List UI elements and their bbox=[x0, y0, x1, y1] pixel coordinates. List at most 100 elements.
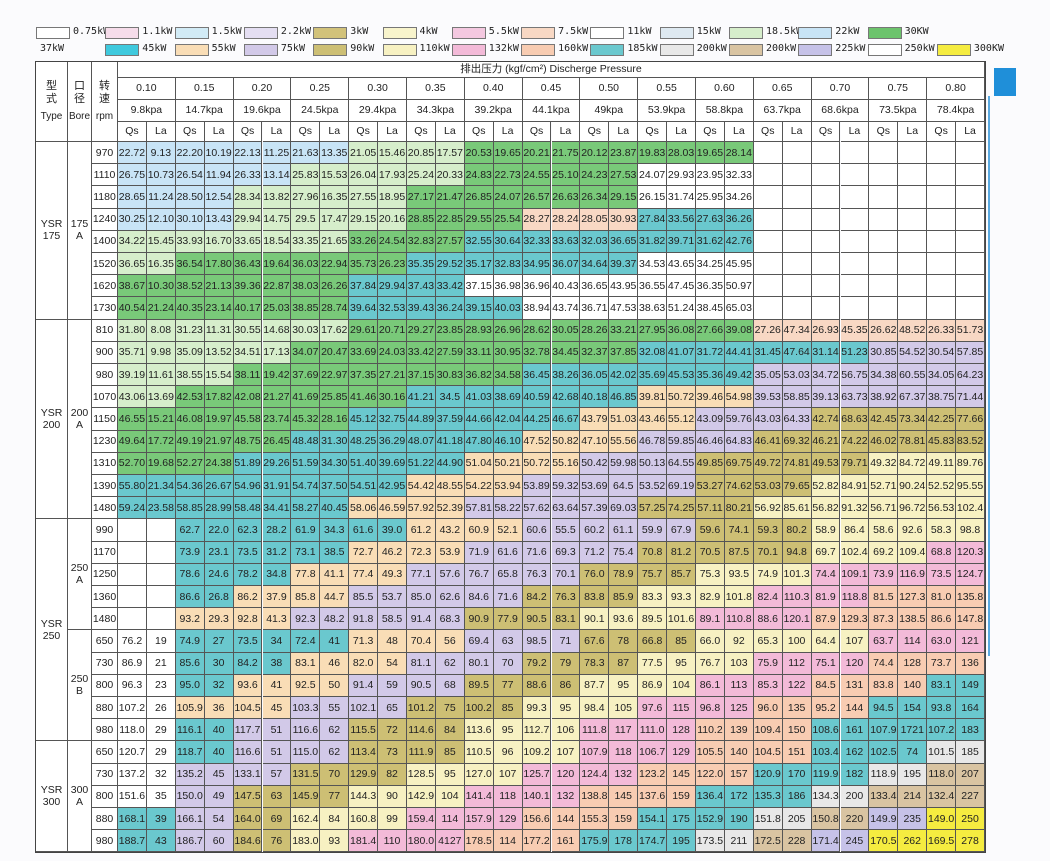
la-value: 43.95 bbox=[609, 275, 639, 298]
qs-value: 20.53 bbox=[464, 142, 494, 165]
qs-value: 83.1 bbox=[927, 674, 957, 697]
legend-swatch bbox=[105, 27, 140, 39]
la-value: 87.5 bbox=[724, 541, 754, 564]
la-value: 22.87 bbox=[262, 275, 292, 298]
la-value: 94.8 bbox=[782, 541, 812, 564]
qs-header: Qs bbox=[580, 122, 610, 142]
qs-value: 107.2 bbox=[118, 697, 147, 720]
la-value: 29 bbox=[146, 719, 176, 742]
empty-cell bbox=[782, 253, 812, 276]
la-value: 39.0 bbox=[378, 519, 407, 542]
la-value: 116.9 bbox=[898, 563, 928, 586]
qs-value: 73.9 bbox=[175, 541, 205, 564]
qs-value: 151.6 bbox=[118, 785, 147, 808]
pressure-value: 0.40 bbox=[464, 78, 523, 100]
qs-value: 105.9 bbox=[175, 697, 205, 720]
legend-swatch bbox=[313, 44, 348, 56]
qs-value: 89.5 bbox=[638, 608, 668, 631]
qs-value: 49.11 bbox=[927, 452, 957, 475]
la-value: 33.42 bbox=[435, 275, 465, 298]
la-value: 47.45 bbox=[667, 275, 696, 298]
la-value: 113 bbox=[724, 674, 754, 697]
kpa-value: 9.8kpa bbox=[118, 100, 176, 122]
la-value: 48.2 bbox=[320, 608, 350, 631]
qs-value: 100.2 bbox=[464, 697, 494, 720]
la-value: 214 bbox=[898, 785, 928, 808]
qs-value: 88.6 bbox=[753, 608, 783, 631]
qs-value: 77.1 bbox=[407, 563, 436, 586]
qs-value: 186.7 bbox=[175, 830, 205, 853]
qs-value: 60.2 bbox=[580, 519, 610, 542]
la-value: 135.8 bbox=[956, 586, 985, 609]
qs-value: 111.0 bbox=[638, 719, 668, 742]
qs-value: 33.11 bbox=[464, 341, 494, 364]
la-value: 31.91 bbox=[262, 475, 292, 498]
la-value: 24.54 bbox=[378, 230, 407, 253]
type-header-cn: 型式 bbox=[46, 80, 57, 105]
qs-value: 37.35 bbox=[349, 364, 379, 387]
qs-value: 115.5 bbox=[349, 719, 379, 742]
qs-value: 118.0 bbox=[118, 719, 147, 742]
la-value: 150 bbox=[782, 719, 812, 742]
la-value: 85 bbox=[667, 630, 696, 653]
rpm: 1390 bbox=[92, 475, 118, 498]
qs-value: 180.0 bbox=[407, 830, 436, 853]
qs-value: 94.5 bbox=[869, 697, 899, 720]
qs-value: 56.71 bbox=[869, 497, 899, 520]
qs-value: 42.53 bbox=[175, 386, 205, 409]
legend-swatch bbox=[521, 44, 556, 56]
qs-value: 24.55 bbox=[522, 164, 552, 187]
la-value: 54.98 bbox=[724, 386, 754, 409]
qs-value: 72.7 bbox=[349, 541, 379, 564]
qs-value: 71.9 bbox=[464, 541, 494, 564]
la-value: 128 bbox=[667, 719, 696, 742]
empty-cell bbox=[956, 186, 985, 209]
qs-value: 42.74 bbox=[811, 408, 841, 431]
qs-value: 46.46 bbox=[696, 430, 725, 453]
qs-value: 91.4 bbox=[349, 674, 379, 697]
la-value: 138.5 bbox=[898, 608, 928, 631]
qs-value: 128.5 bbox=[407, 763, 436, 786]
la-value: 17.57 bbox=[435, 142, 465, 165]
la-value: 55.12 bbox=[667, 408, 696, 431]
qs-value: 79.2 bbox=[522, 652, 552, 675]
la-value: 38 bbox=[262, 652, 292, 675]
la-value: 36.98 bbox=[493, 275, 523, 298]
la-value: 21.47 bbox=[435, 186, 465, 209]
legend-swatch bbox=[313, 27, 348, 39]
la-value: 12.10 bbox=[146, 208, 176, 231]
legend-swatch bbox=[521, 27, 556, 39]
qs-value: 107.9 bbox=[580, 741, 610, 764]
la-value: 80.21 bbox=[724, 497, 754, 520]
la-value: 103 bbox=[724, 652, 754, 675]
empty-cell bbox=[927, 297, 957, 320]
qs-value: 133.1 bbox=[233, 763, 263, 786]
qs-value: 19.83 bbox=[638, 142, 668, 165]
qs-value: 43.03 bbox=[753, 408, 783, 431]
la-value: 9.98 bbox=[146, 341, 176, 364]
rpm: 880 bbox=[92, 808, 118, 831]
qs-value: 54.42 bbox=[407, 475, 436, 498]
la-value: 51 bbox=[262, 741, 292, 764]
la-value: 110.8 bbox=[724, 608, 754, 631]
la-value: 85.9 bbox=[609, 586, 639, 609]
qs-value: 35.36 bbox=[696, 364, 725, 387]
qs-value: 36.45 bbox=[522, 364, 552, 387]
qs-value: 35.09 bbox=[175, 341, 205, 364]
la-value: 144 bbox=[551, 808, 581, 831]
qs-value: 32.78 bbox=[522, 341, 552, 364]
qs-value: 113.4 bbox=[349, 741, 379, 764]
qs-value: 81.1 bbox=[407, 652, 436, 675]
qs-value: 56.82 bbox=[811, 497, 841, 520]
la-value: 69.75 bbox=[724, 452, 754, 475]
qs-value: 30.25 bbox=[118, 208, 147, 231]
qs-value: 84.2 bbox=[233, 652, 263, 675]
qs-value: 26.85 bbox=[464, 186, 494, 209]
la-value: 95.55 bbox=[956, 475, 985, 498]
qs-value: 35.69 bbox=[638, 364, 668, 387]
la-value: 185 bbox=[956, 741, 985, 764]
legend-label: 1.1kW bbox=[142, 26, 173, 37]
qs-value: 62.7 bbox=[175, 519, 205, 542]
la-value: 70 bbox=[320, 763, 350, 786]
qs-value: 162.4 bbox=[291, 808, 321, 831]
